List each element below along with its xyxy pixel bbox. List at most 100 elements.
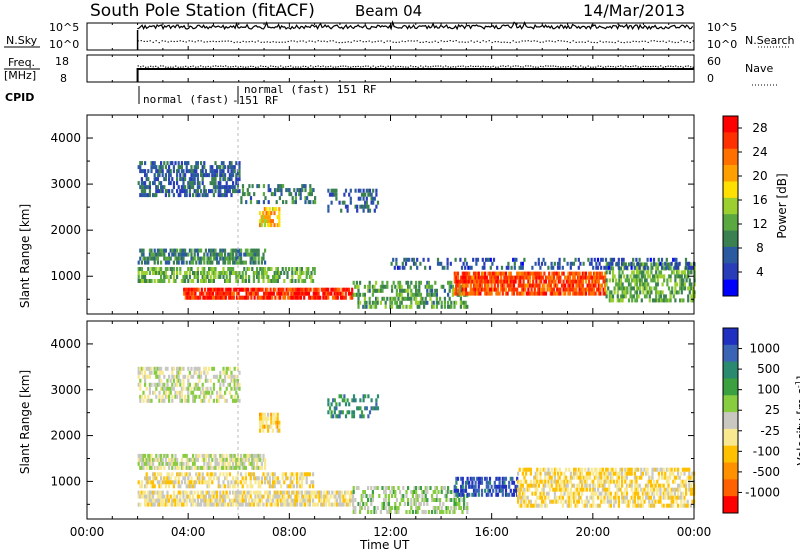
data-cell [595, 261, 598, 266]
nsearch-dot [158, 42, 160, 44]
nave-dot [515, 65, 517, 67]
data-cell [224, 260, 227, 265]
data-cell [212, 382, 215, 387]
data-cell [479, 480, 482, 485]
data-cell [238, 173, 241, 178]
data-cell [355, 292, 358, 297]
data-cell [171, 472, 174, 477]
data-cell [249, 461, 252, 466]
data-cell [224, 193, 227, 198]
data-cell [240, 461, 243, 466]
data-cell [148, 366, 151, 371]
data-cell [589, 495, 592, 500]
data-cell [164, 248, 167, 253]
data-cell [203, 173, 206, 178]
data-cell [421, 510, 424, 514]
data-cell [188, 248, 191, 253]
data-cell [504, 279, 508, 284]
data-cell [148, 457, 151, 462]
data-cell [631, 278, 634, 283]
data-cell [156, 480, 159, 485]
nave-dot [312, 66, 314, 68]
data-cell [282, 200, 285, 205]
data-cell [245, 291, 248, 296]
data-cell [193, 484, 196, 489]
data-cell [171, 453, 174, 458]
data-cell [235, 161, 238, 166]
data-cell [161, 394, 164, 399]
data-cell [592, 275, 596, 280]
data-cell [637, 274, 640, 279]
data-cell [325, 295, 328, 300]
data-cell [204, 366, 207, 371]
data-cell [160, 169, 163, 174]
data-cell [160, 476, 163, 481]
data-cell [477, 271, 480, 276]
data-cell [657, 257, 660, 262]
data-cell [236, 366, 239, 371]
data-cell [238, 275, 241, 279]
data-cell [209, 453, 212, 458]
data-cell [176, 173, 179, 178]
data-cell [552, 479, 555, 484]
data-cell [466, 275, 469, 280]
nave-dot [517, 65, 519, 67]
data-cell [334, 494, 337, 499]
data-cell [257, 453, 260, 458]
data-cell [144, 394, 147, 399]
data-cell [405, 490, 408, 494]
data-cell [528, 499, 531, 504]
data-cell [504, 492, 508, 497]
data-cell [244, 494, 247, 499]
data-cell [275, 207, 278, 212]
data-cell [543, 291, 546, 296]
data-cell [597, 275, 600, 280]
data-cell [262, 200, 265, 205]
data-cell [323, 287, 327, 292]
data-cell [588, 283, 591, 288]
data-cell [565, 479, 568, 484]
data-cell [655, 298, 658, 303]
data-cell [222, 260, 225, 265]
data-cell [263, 215, 266, 220]
data-cell [415, 300, 418, 305]
nave-dot [640, 66, 642, 68]
data-cell [204, 457, 207, 462]
data-cell [208, 287, 211, 292]
data-cell [594, 275, 597, 280]
data-cell [182, 181, 185, 186]
nsearch-dot [278, 41, 280, 43]
data-cell [576, 487, 579, 492]
data-cell [539, 467, 542, 472]
data-cell [564, 283, 567, 288]
data-cell [233, 378, 236, 383]
data-cell [581, 499, 584, 504]
data-cell [539, 495, 542, 500]
data-cell [139, 453, 142, 458]
data-cell [666, 262, 669, 267]
data-cell [172, 181, 175, 186]
data-cell [153, 472, 156, 477]
nave-dot [247, 66, 249, 68]
data-cell [177, 465, 180, 470]
data-cell [354, 204, 357, 209]
data-cell [161, 165, 164, 170]
data-cell [232, 498, 235, 503]
data-cell [480, 492, 484, 497]
data-cell [233, 374, 236, 379]
data-cell [155, 386, 158, 391]
data-cell [338, 200, 341, 205]
data-cell [461, 492, 464, 497]
data-cell [594, 291, 597, 296]
data-cell [561, 479, 564, 484]
data-cell [569, 487, 572, 492]
data-cell [582, 487, 585, 492]
data-cell [410, 490, 413, 494]
nsearch-dot [485, 41, 487, 43]
data-cell [307, 502, 310, 507]
data-cell [238, 161, 241, 166]
data-cell [500, 283, 503, 288]
data-cell [228, 189, 231, 194]
data-cell [158, 173, 161, 178]
data-cell [236, 248, 239, 253]
